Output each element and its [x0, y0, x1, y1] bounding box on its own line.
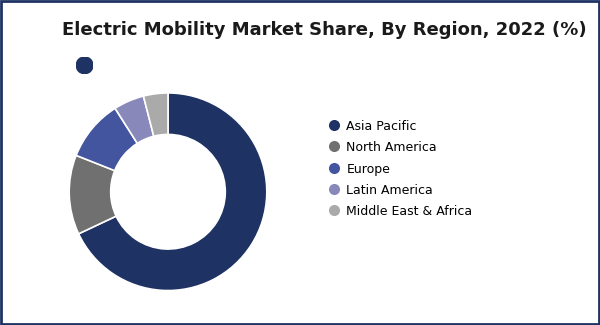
Circle shape: [76, 57, 93, 74]
Text: 68.00%: 68.00%: [133, 210, 203, 228]
Text: RESEARCH: RESEARCH: [25, 41, 66, 47]
Wedge shape: [143, 93, 168, 136]
Wedge shape: [69, 155, 116, 234]
Wedge shape: [76, 108, 137, 171]
Wedge shape: [79, 93, 267, 291]
Text: Electric Mobility Market Share, By Region, 2022 (%): Electric Mobility Market Share, By Regio…: [62, 21, 586, 39]
Wedge shape: [115, 96, 154, 143]
Legend: Asia Pacific, North America, Europe, Latin America, Middle East & Africa: Asia Pacific, North America, Europe, Lat…: [330, 120, 473, 218]
Text: PRECEDENCE: PRECEDENCE: [20, 26, 71, 32]
